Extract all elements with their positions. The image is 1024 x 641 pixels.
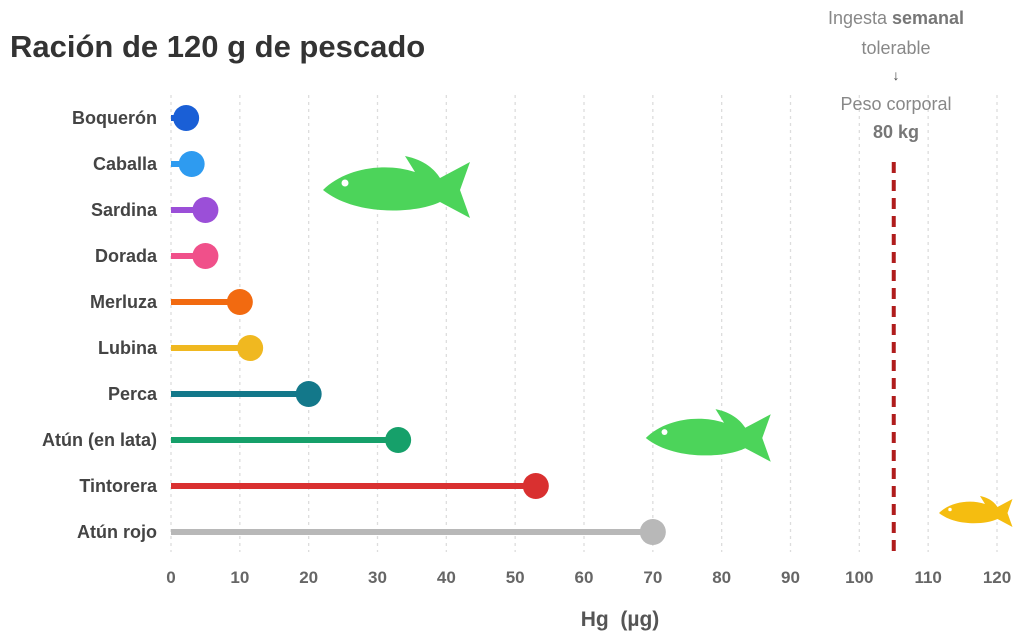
x-tick-label: 0 (166, 568, 175, 587)
category-label: Boquerón (72, 108, 157, 128)
x-tick-label: 80 (712, 568, 731, 587)
fish-icon (645, 409, 771, 462)
x-tick-label: 100 (845, 568, 873, 587)
category-label: Atún (en lata) (42, 430, 157, 450)
annotation-line3: Peso corporal (840, 94, 951, 114)
fish-icon (939, 496, 1013, 527)
lollipop-dot (385, 427, 412, 453)
lollipop-dot (178, 151, 205, 177)
data-marks: Boquerón Caballa Sardina Dorada Merluza Lubin… (42, 105, 666, 545)
lollipop-dot (192, 243, 219, 269)
category-label: Atún rojo (77, 522, 157, 542)
category-label: Perca (108, 384, 158, 404)
category-label: Merluza (90, 292, 158, 312)
x-tick-label: 70 (643, 568, 662, 587)
lollipop-dot (237, 335, 264, 361)
annotation-line1-regular: Ingesta (828, 8, 892, 28)
x-tick-label: 40 (437, 568, 456, 587)
x-tick-label: 120 (983, 568, 1011, 587)
x-tick-label: 60 (575, 568, 594, 587)
annotation-line4: 80 kg (873, 122, 919, 142)
lollipop-dot (192, 197, 219, 223)
category-label: Lubina (98, 338, 158, 358)
lollipop-dot (522, 473, 549, 499)
decorations (323, 156, 1013, 527)
fish-icon (323, 156, 470, 218)
category-label: Dorada (95, 246, 158, 266)
annotation-arrow: ↓ (893, 67, 900, 83)
x-tick-label: 10 (230, 568, 249, 587)
chart-title: Ración de 120 g de pescado (10, 29, 425, 64)
category-label: Caballa (93, 154, 158, 174)
lollipop-dot (173, 105, 200, 131)
x-tick-label: 110 (914, 568, 941, 587)
x-tick-label: 20 (299, 568, 318, 587)
lollipop-dot (639, 519, 666, 545)
category-label: Tintorera (79, 476, 158, 496)
lollipop-dot (295, 381, 322, 407)
x-axis-ticks: 0 10 20 30 40 50 60 70 80 90 100 110 120 (166, 568, 1011, 587)
grid (170, 95, 998, 552)
category-label: Sardina (91, 200, 158, 220)
annotation-line2: tolerable (861, 38, 930, 58)
annotation-line1-bold: semanal (892, 8, 964, 28)
reference-annotation: Ingesta semanal tolerable ↓ Peso corpora… (828, 8, 964, 142)
x-tick-label: 30 (368, 568, 387, 587)
lollipop-dot (226, 289, 253, 315)
x-tick-label: 90 (781, 568, 800, 587)
x-tick-label: 50 (506, 568, 525, 587)
x-axis-label: Hg (µg) (581, 608, 660, 631)
annotation-line1: Ingesta semanal (828, 8, 964, 28)
